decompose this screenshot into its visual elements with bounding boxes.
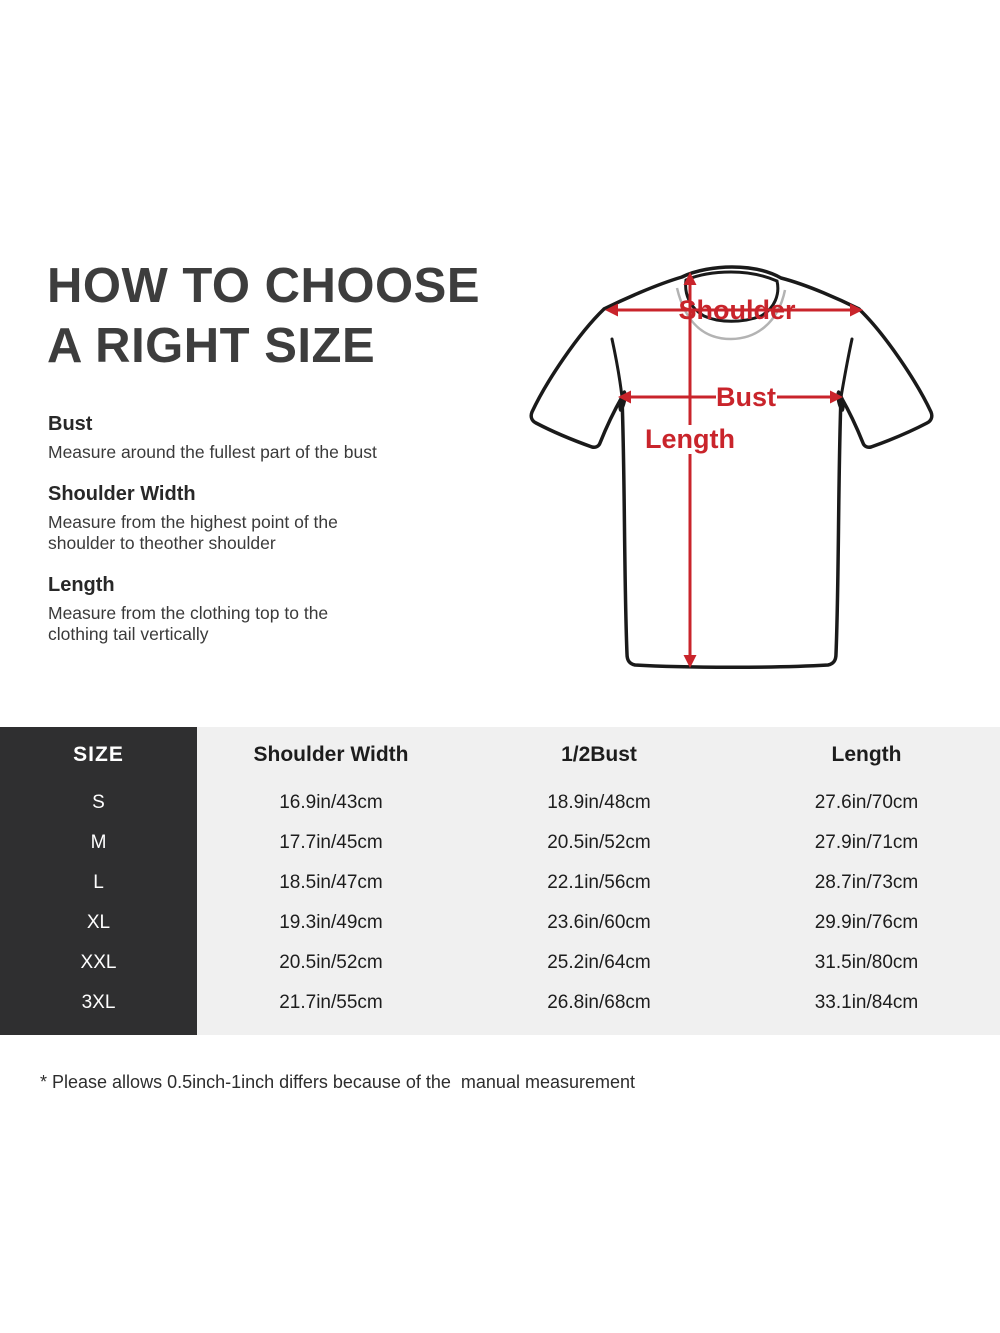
- table-row-m-length: 27.9in/71cm: [814, 832, 919, 853]
- table-row-s-bust: 18.9in/48cm: [547, 792, 651, 813]
- bust-arrow: [618, 390, 843, 404]
- instruction-heading-shoulder: Shoulder Width: [48, 483, 196, 505]
- table-row-xxl-size: XXL: [80, 952, 117, 973]
- table-row-xl-size: XL: [86, 912, 111, 933]
- instruction-section-shoulder: Shoulder Width Measure from the highest …: [48, 483, 478, 554]
- table-row-3xl-bust: 26.8in/68cm: [547, 992, 651, 1013]
- table-header-length: Length: [831, 743, 902, 766]
- table-row-m-bust: 20.5in/52cm: [547, 832, 651, 853]
- left-armhole-seam: [610, 337, 624, 399]
- table-row-xxl-bust: 25.2in/64cm: [547, 952, 651, 973]
- table-header-shoulder-width: Shoulder Width: [253, 743, 409, 766]
- table-row-3xl-size: 3XL: [81, 992, 116, 1013]
- table-row-xl-bust: 23.6in/60cm: [547, 912, 651, 933]
- size-table-dark-column: [0, 727, 197, 1035]
- table-header-size: SIZE: [73, 743, 124, 766]
- table-row-l-shoulder: 18.5in/47cm: [279, 872, 383, 893]
- shoulder-arrow-label: Shoulder: [678, 295, 795, 325]
- table-row-l-bust: 22.1in/56cm: [547, 872, 651, 893]
- table-row-m-size: M: [90, 832, 107, 853]
- tshirt-measurement-diagram: Shoulder Bust Length: [500, 240, 960, 690]
- table-row-m-shoulder: 17.7in/45cm: [279, 832, 383, 853]
- right-armhole-seam: [839, 337, 854, 399]
- measurement-instructions: Bust Measure around the fullest part of …: [48, 413, 478, 665]
- table-row-xxl-length: 31.5in/80cm: [814, 952, 919, 973]
- instruction-body-shoulder: Measure from the highest point of the sh…: [48, 512, 338, 553]
- instruction-body-bust: Measure around the fullest part of the b…: [48, 442, 377, 462]
- table-row-xxl-shoulder: 20.5in/52cm: [279, 952, 383, 973]
- shoulder-arrow: [605, 303, 863, 317]
- bust-arrow-label: Bust: [716, 382, 776, 412]
- table-row-l-size: L: [93, 872, 104, 893]
- tshirt-outline: [529, 265, 934, 669]
- table-row-xl-shoulder: 19.3in/49cm: [279, 912, 383, 933]
- table-row-3xl-length: 33.1in/84cm: [814, 992, 919, 1013]
- table-row-xl-length: 29.9in/76cm: [814, 912, 919, 933]
- length-arrow-label: Length: [645, 424, 735, 454]
- table-row-s-size: S: [92, 792, 105, 813]
- tshirt-diagram-svg: Shoulder Bust Length: [529, 265, 934, 669]
- table-row-s-length: 27.6in/70cm: [814, 792, 919, 813]
- length-arrow: [683, 272, 697, 668]
- instruction-section-length: Length Measure from the clothing top to …: [48, 574, 478, 645]
- instruction-heading-length: Length: [48, 574, 115, 596]
- page-title: HOW TO CHOOSE A RIGHT SIZE: [47, 256, 480, 376]
- instruction-body-length: Measure from the clothing top to the clo…: [48, 603, 329, 644]
- page-title-line1: HOW TO CHOOSE: [47, 259, 481, 313]
- instruction-heading-bust: Bust: [48, 413, 93, 435]
- table-row-l-length: 28.7in/73cm: [814, 872, 919, 893]
- table-header-half-bust: 1/2Bust: [561, 743, 637, 766]
- size-table: SIZE Shoulder Width 1/2Bust Length S 16.…: [0, 727, 1000, 1035]
- table-row-3xl-shoulder: 21.7in/55cm: [279, 992, 383, 1013]
- measurement-disclaimer: * Please allows 0.5inch-1inch differs be…: [40, 1072, 636, 1092]
- table-row-s-shoulder: 16.9in/43cm: [279, 792, 383, 813]
- instruction-section-bust: Bust Measure around the fullest part of …: [48, 413, 478, 463]
- size-table-grid: SIZE Shoulder Width 1/2Bust Length S 16.…: [0, 727, 1000, 1023]
- collar-shadow-line: [675, 287, 787, 341]
- page-title-line2: A RIGHT SIZE: [47, 319, 376, 373]
